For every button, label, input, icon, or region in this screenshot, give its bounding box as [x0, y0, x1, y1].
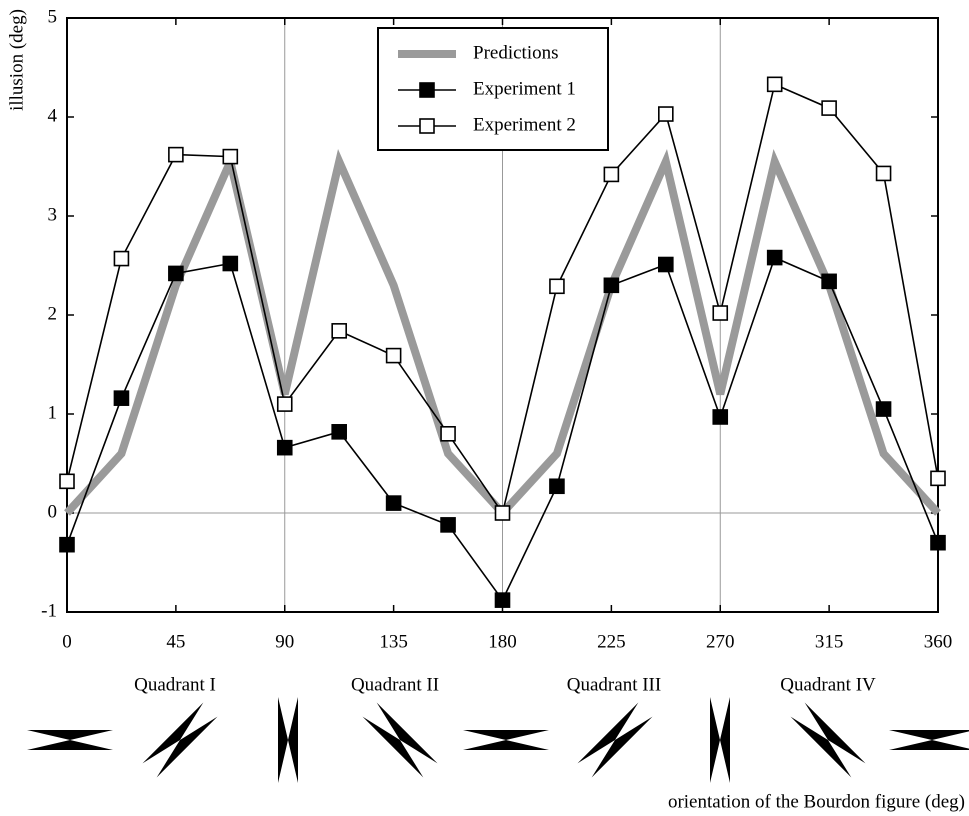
data-point	[60, 538, 74, 552]
legend-marker	[420, 83, 434, 97]
data-point	[223, 257, 237, 271]
data-point	[496, 506, 510, 520]
data-point	[387, 496, 401, 510]
bourdon-figure	[791, 703, 866, 778]
data-point	[768, 251, 782, 265]
data-point	[604, 167, 618, 181]
data-point	[114, 252, 128, 266]
data-point	[550, 279, 564, 293]
data-point	[278, 441, 292, 455]
x-tick-label: 45	[166, 631, 185, 652]
x-tick-label: 270	[706, 631, 735, 652]
data-point	[659, 107, 673, 121]
bourdon-figures	[27, 697, 969, 783]
quadrant-label: Quadrant II	[351, 674, 439, 695]
data-point	[332, 324, 346, 338]
legend-label: Experiment 2	[473, 114, 576, 135]
data-point	[604, 278, 618, 292]
bourdon-figure	[463, 730, 549, 750]
data-point	[550, 479, 564, 493]
data-point	[441, 427, 455, 441]
data-point	[713, 410, 727, 424]
data-point	[931, 471, 945, 485]
y-tick-label: 2	[48, 303, 58, 324]
data-point	[387, 349, 401, 363]
x-tick-label: 180	[488, 631, 517, 652]
data-point	[877, 166, 891, 180]
data-point	[169, 266, 183, 280]
data-point	[332, 425, 346, 439]
bourdon-figure	[363, 703, 438, 778]
bourdon-figure	[889, 730, 969, 750]
x-tick-label: 90	[275, 631, 294, 652]
bourdon-figure	[578, 703, 653, 778]
x-tick-label: 135	[379, 631, 408, 652]
x-tick-label: 360	[924, 631, 953, 652]
data-point	[931, 536, 945, 550]
legend-marker	[420, 119, 434, 133]
quadrant-label: Quadrant III	[567, 674, 661, 695]
quadrant-label: Quadrant I	[134, 674, 216, 695]
data-point	[60, 474, 74, 488]
data-point	[713, 306, 727, 320]
legend-label: Predictions	[473, 42, 559, 63]
chart: illusion (deg) orientation of the Bourdo…	[0, 0, 969, 816]
y-tick-label: -1	[41, 600, 57, 621]
data-point	[877, 402, 891, 416]
y-tick-label: 4	[48, 105, 58, 126]
legend-label: Experiment 1	[473, 78, 576, 99]
x-axis-label: orientation of the Bourdon figure (deg)	[668, 791, 965, 812]
y-axis-label: illusion (deg)	[6, 9, 27, 111]
bourdon-figure	[27, 730, 113, 750]
x-tick-label: 0	[62, 631, 72, 652]
bourdon-figure	[143, 703, 218, 778]
data-point	[496, 593, 510, 607]
data-point	[278, 397, 292, 411]
data-point	[822, 101, 836, 115]
y-tick-label: 3	[48, 204, 58, 225]
y-tick-label: 0	[48, 501, 58, 522]
data-point	[169, 148, 183, 162]
data-point	[441, 518, 455, 532]
y-tick-label: 1	[48, 402, 58, 423]
x-tick-label: 225	[597, 631, 626, 652]
y-tick-label: 5	[48, 6, 58, 27]
data-point	[223, 150, 237, 164]
quadrant-label: Quadrant IV	[780, 674, 876, 695]
data-point	[822, 274, 836, 288]
data-point	[114, 391, 128, 405]
bourdon-figure	[278, 697, 298, 783]
data-point	[768, 77, 782, 91]
bourdon-figure	[710, 697, 730, 783]
legend: Predictions Experiment 1 Experiment 2	[378, 28, 608, 150]
data-point	[659, 258, 673, 272]
x-tick-label: 315	[815, 631, 844, 652]
